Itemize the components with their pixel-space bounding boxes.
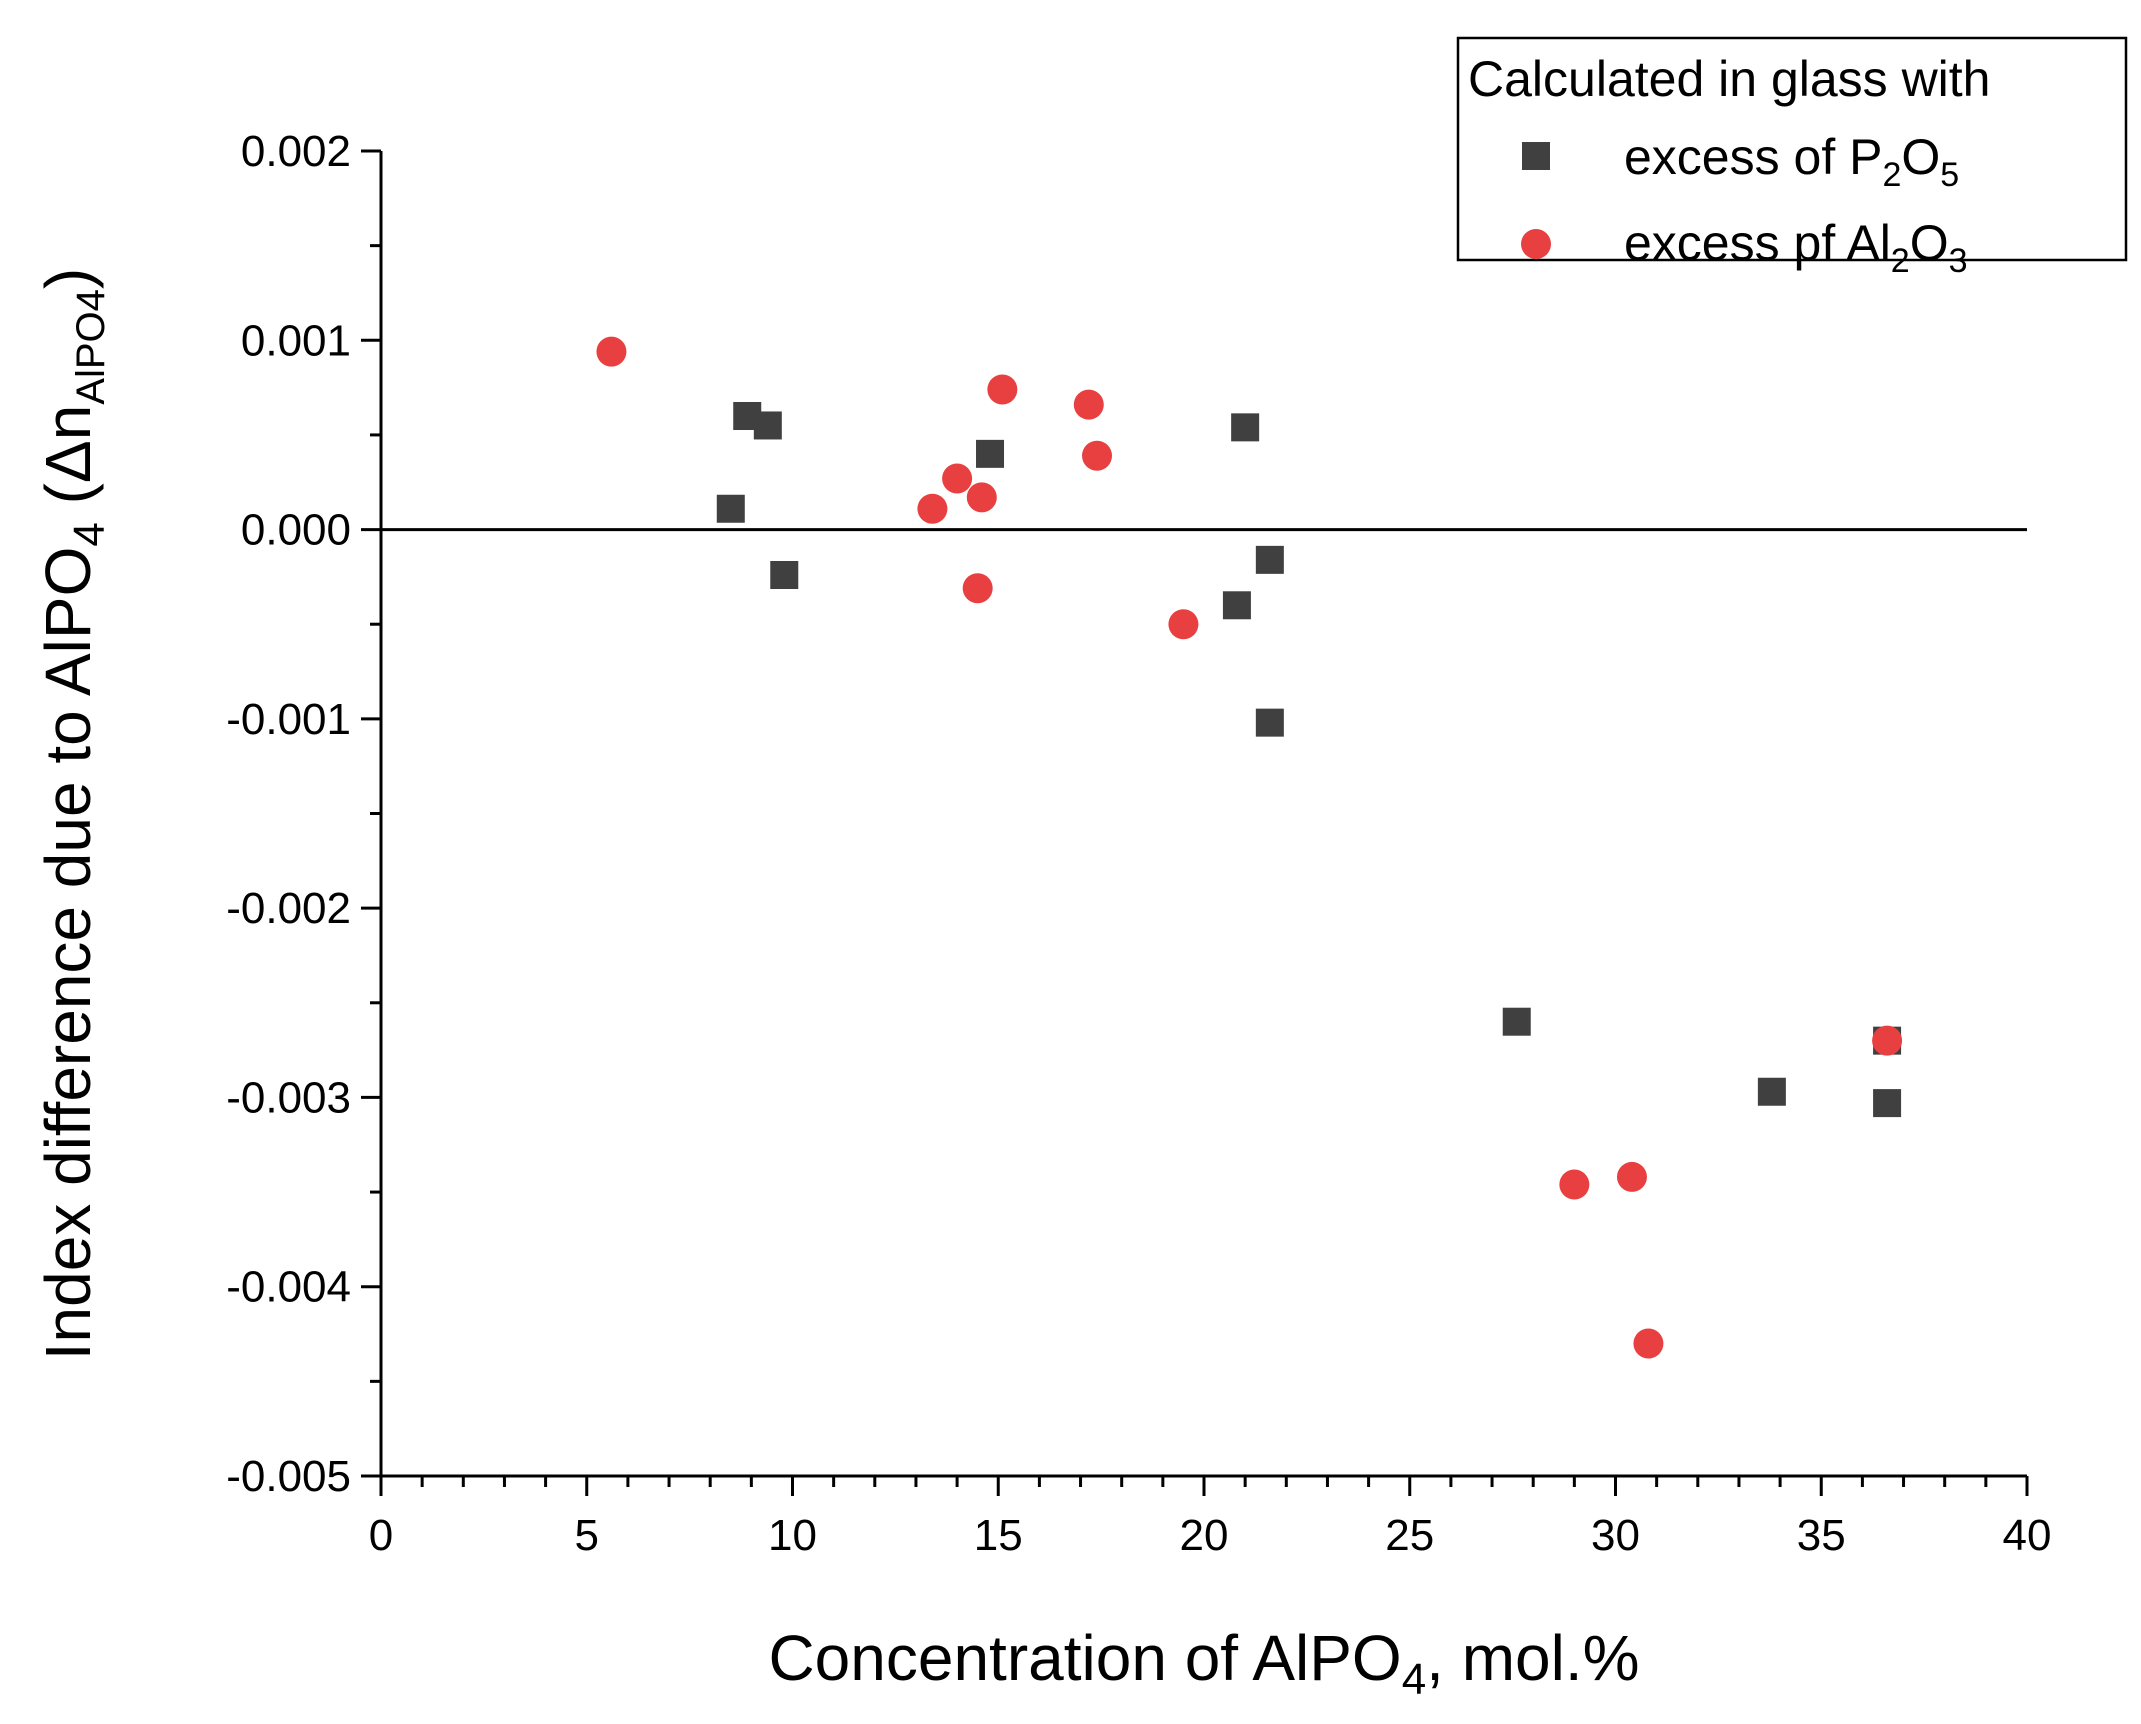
x-tick-label: 10: [768, 1511, 817, 1560]
square-point: [1231, 413, 1260, 442]
circle-point: [1872, 1025, 1903, 1056]
legend-entry-al2o3: excess pf Al2O3: [1624, 215, 1968, 280]
legend-square-marker: [1522, 142, 1550, 170]
y-tick-label: -0.003: [226, 1073, 351, 1122]
circle-point: [1633, 1328, 1664, 1359]
square-point: [770, 561, 799, 589]
square-point: [1502, 1007, 1531, 1036]
square-point: [716, 494, 745, 523]
y-axis-title: Index difference due to AlPO4 (ΔnAlPO4): [32, 268, 114, 1360]
circle-point: [1616, 1161, 1647, 1192]
legend-entry-p2o5: excess of P2O5: [1624, 129, 1959, 194]
x-tick-label: 30: [1591, 1511, 1640, 1560]
circle-point: [942, 463, 973, 494]
circle-point: [962, 573, 993, 604]
x-tick-label: 20: [1180, 1511, 1229, 1560]
y-tick-label: -0.005: [226, 1452, 351, 1501]
circle-point: [917, 493, 948, 524]
y-tick-label: -0.001: [226, 695, 351, 744]
y-tick-label: 0.000: [241, 506, 351, 555]
legend-box: [1456, 36, 2128, 262]
legend-circle-marker: [1521, 229, 1551, 259]
x-tick-label: 25: [1385, 1511, 1434, 1560]
axis-tick-labels: 0 5 10 15 20 25 30 35 40 -0.005 -0.004 -0.003 -0.002…: [226, 127, 2051, 1560]
circle-point: [1559, 1169, 1590, 1200]
square-point: [1255, 545, 1284, 574]
square-point: [1255, 708, 1284, 737]
y-tick-label: -0.004: [226, 1263, 351, 1312]
circle-point: [966, 482, 997, 513]
y-tick-label: 0.002: [241, 127, 351, 176]
x-tick-label: 5: [575, 1511, 599, 1560]
x-tick-label: 40: [2003, 1511, 2052, 1560]
circle-point: [1168, 609, 1199, 640]
x-tick-label: 15: [974, 1511, 1023, 1560]
x-tick-label: 0: [369, 1511, 393, 1560]
legend-title: Calculated in glass with: [1468, 51, 1991, 107]
circle-point: [987, 374, 1018, 405]
axis-ticks: [361, 149, 2029, 1496]
square-point: [1873, 1089, 1902, 1118]
square-point: [976, 439, 1005, 468]
square-point: [753, 411, 782, 440]
y-tick-label: -0.002: [226, 884, 351, 933]
x-axis-title: Concentration of AlPO4, mol.%: [768, 1622, 1639, 1704]
circle-point: [596, 336, 627, 367]
data-points: [596, 336, 1903, 1359]
y-tick-label: 0.001: [241, 316, 351, 365]
circle-point: [1082, 440, 1113, 471]
square-point: [1222, 591, 1251, 620]
circle-point: [1073, 389, 1104, 420]
legend: Calculated in glass with excess of P2O5 …: [1456, 36, 2128, 280]
x-tick-label: 35: [1797, 1511, 1846, 1560]
square-point: [1757, 1077, 1786, 1106]
